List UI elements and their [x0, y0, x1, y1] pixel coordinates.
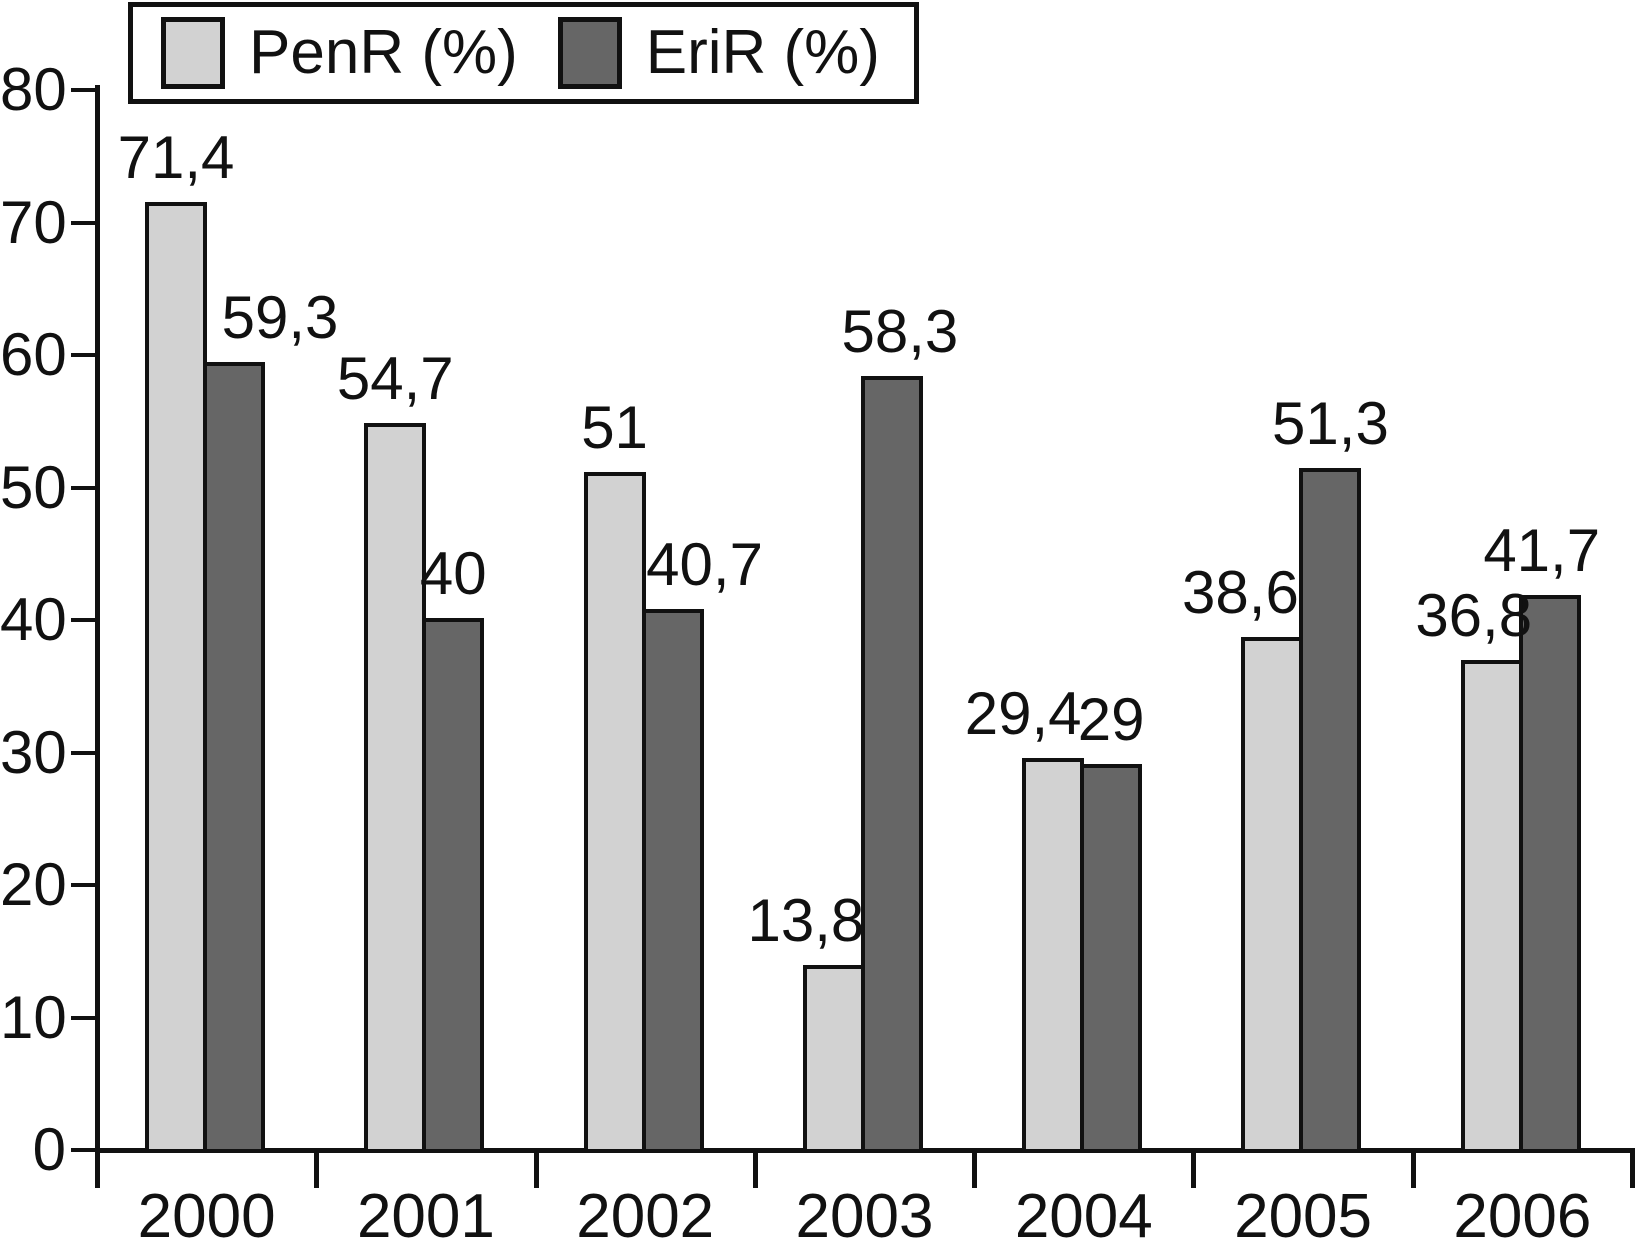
x-axis-tick — [1410, 1148, 1416, 1188]
x-axis-tick — [1191, 1148, 1197, 1188]
x-axis-category-label: 2000 — [137, 1182, 276, 1246]
bar-erir-2000 — [203, 362, 265, 1153]
bar-value-label: 54,7 — [336, 345, 454, 413]
y-axis-tick — [71, 750, 95, 755]
x-axis-tick — [314, 1148, 320, 1188]
bar-value-label: 71,4 — [117, 123, 235, 191]
legend-item-erir: EriR (%) — [557, 17, 880, 89]
y-axis-tick-label: 20 — [0, 851, 67, 918]
bar-value-label: 36,8 — [1415, 582, 1533, 650]
x-axis-category-label: 2006 — [1453, 1182, 1592, 1246]
bar-erir-2006 — [1518, 595, 1581, 1153]
x-axis-tick — [972, 1148, 978, 1188]
y-axis-tick — [71, 88, 95, 92]
bar-penr-2005 — [1241, 636, 1304, 1153]
x-axis-tick — [533, 1148, 539, 1188]
legend-item-penr: PenR (%) — [161, 17, 518, 89]
bar-value-label: 29 — [1077, 685, 1145, 753]
bar-penr-2003 — [802, 965, 865, 1153]
bar-value-label: 38,6 — [1182, 558, 1299, 626]
bar-value-label: 13,8 — [747, 887, 865, 955]
legend-label-penr: PenR (%) — [249, 18, 518, 87]
bar-penr-2006 — [1460, 660, 1523, 1153]
x-axis-category-label: 2003 — [795, 1182, 934, 1246]
x-axis-tick — [1630, 1148, 1635, 1188]
x-axis-category-label: 2001 — [356, 1182, 495, 1246]
y-axis-tick-label: 60 — [0, 321, 67, 388]
bar-value-label: 51 — [581, 394, 648, 462]
bar-value-label: 40 — [419, 540, 487, 607]
bar-value-label: 58,3 — [841, 297, 959, 365]
bar-value-label: 40,7 — [646, 530, 763, 598]
y-axis-tick — [71, 220, 95, 225]
bar-penr-2002 — [583, 472, 646, 1153]
legend: PenR (%) EriR (%) — [128, 2, 919, 104]
legend-swatch-penr — [161, 17, 225, 89]
bar-penr-2001 — [364, 423, 427, 1153]
x-axis-category-label: 2002 — [576, 1182, 715, 1246]
x-axis-tick — [752, 1148, 758, 1188]
bar-penr-2004 — [1022, 758, 1085, 1153]
y-axis-tick — [71, 485, 95, 490]
bar-value-label: 29,4 — [964, 680, 1082, 748]
y-axis-tick-label: 70 — [0, 188, 67, 256]
bar-value-label: 41,7 — [1483, 517, 1601, 585]
x-axis-category-label: 2005 — [1234, 1182, 1373, 1246]
y-axis-tick — [71, 1015, 95, 1020]
legend-label-erir: EriR (%) — [645, 18, 880, 87]
y-axis-tick — [71, 883, 95, 887]
y-axis-tick-label: 30 — [0, 718, 67, 786]
bar-value-label: 59,3 — [221, 284, 339, 352]
bar-value-label: 51,3 — [1272, 390, 1389, 458]
bar-erir-2004 — [1080, 763, 1143, 1153]
y-axis-tick — [71, 353, 95, 357]
y-axis-tick-label: 0 — [32, 1116, 66, 1183]
bar-erir-2001 — [422, 618, 485, 1153]
y-axis-tick — [71, 618, 95, 622]
bar-erir-2005 — [1299, 468, 1362, 1153]
bar-erir-2003 — [860, 375, 923, 1153]
bar-erir-2002 — [641, 608, 704, 1153]
y-axis-tick-label: 50 — [0, 453, 67, 521]
y-axis-tick-label: 80 — [0, 56, 67, 123]
x-axis-tick — [95, 1148, 100, 1188]
y-axis-tick-label: 10 — [0, 983, 67, 1051]
y-axis-line — [95, 85, 100, 1153]
y-axis-tick — [71, 1148, 95, 1152]
legend-swatch-erir — [557, 17, 622, 89]
y-axis-tick-label: 40 — [0, 586, 67, 653]
x-axis-category-label: 2004 — [1014, 1182, 1153, 1246]
